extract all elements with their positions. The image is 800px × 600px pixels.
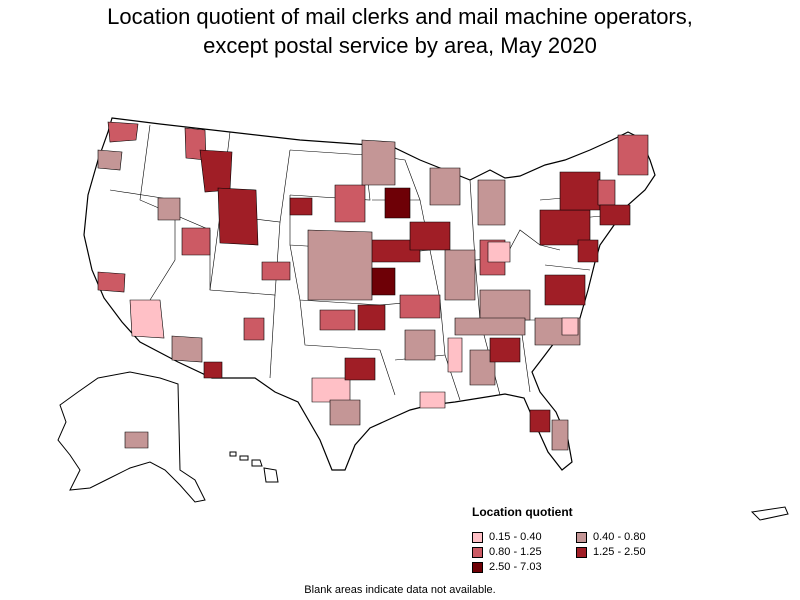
legend-swatch-2 xyxy=(472,546,483,558)
area-colorado xyxy=(261,261,291,281)
legend-label-2: 0.80 - 1.25 xyxy=(489,546,542,558)
legend-item-1: 0.40 - 0.80 xyxy=(576,530,646,544)
area-mississippi xyxy=(447,337,463,373)
area-arizona-south xyxy=(171,335,203,363)
legend-label-0: 0.15 - 0.40 xyxy=(489,531,542,543)
legend-swatch-3 xyxy=(576,546,587,558)
legend-title: Location quotient xyxy=(472,505,573,519)
area-texas-east xyxy=(344,357,376,381)
area-ohio xyxy=(487,241,511,263)
legend-item-0: 0.15 - 0.40 xyxy=(472,530,542,544)
legend-swatch-4 xyxy=(472,561,483,573)
alaska-area-shaded xyxy=(124,431,149,449)
area-new-york-north xyxy=(597,179,616,206)
area-oklahoma xyxy=(357,304,386,331)
shaded-areas xyxy=(97,121,649,451)
area-missouri xyxy=(399,294,441,319)
area-california-south xyxy=(129,299,165,339)
area-texas-central xyxy=(311,377,351,403)
area-california-central xyxy=(97,271,126,293)
title-line-1: Location quotient of mail clerks and mai… xyxy=(107,4,693,29)
area-wyoming-southwest xyxy=(217,187,259,246)
area-wyoming-east xyxy=(289,197,313,216)
legend-item-4: 2.50 - 7.03 xyxy=(472,560,542,574)
area-tennessee xyxy=(454,317,526,336)
area-kentucky xyxy=(479,289,531,321)
legend-label-1: 0.40 - 0.80 xyxy=(593,531,646,543)
legend-swatch-0 xyxy=(472,531,483,543)
area-oklahoma-west xyxy=(319,309,356,331)
area-arkansas xyxy=(404,329,436,361)
legend-swatch-1 xyxy=(576,531,587,543)
title-line-2: except postal service by area, May 2020 xyxy=(203,33,597,58)
area-alabama xyxy=(469,349,496,386)
footnote: Blank areas indicate data not available. xyxy=(304,584,496,596)
area-kansas xyxy=(307,229,373,301)
area-minnesota-north xyxy=(361,139,396,186)
area-virginia xyxy=(544,274,586,306)
area-washington xyxy=(107,121,139,143)
area-arizona-border xyxy=(203,361,223,379)
area-new-england xyxy=(617,134,649,176)
area-oregon xyxy=(97,149,123,171)
area-utah xyxy=(181,227,211,256)
area-mid-atlantic xyxy=(577,239,599,263)
area-florida-east xyxy=(551,419,569,451)
area-georgia xyxy=(489,337,521,363)
hawaii-islands xyxy=(229,451,279,483)
area-minnesota xyxy=(384,187,411,219)
area-new-york xyxy=(559,171,601,211)
area-florida xyxy=(529,409,551,433)
area-new-england-south xyxy=(599,204,631,226)
area-texas-south xyxy=(329,399,361,426)
area-louisiana xyxy=(419,391,446,409)
map-title: Location quotient of mail clerks and mai… xyxy=(0,2,800,60)
legend-item-3: 1.25 - 2.50 xyxy=(576,545,646,559)
area-new-mexico xyxy=(243,317,265,341)
area-wisconsin xyxy=(429,167,461,206)
legend-item-2: 0.80 - 1.25 xyxy=(472,545,542,559)
area-michigan xyxy=(477,179,506,226)
area-idaho xyxy=(157,197,181,221)
area-kansas-east xyxy=(371,267,396,296)
area-carolina-coast xyxy=(561,317,579,336)
area-montana-central xyxy=(199,149,233,193)
puerto-rico xyxy=(750,506,789,521)
area-south-dakota xyxy=(334,184,366,223)
area-iowa xyxy=(409,221,451,251)
legend-label-4: 2.50 - 7.03 xyxy=(489,561,542,573)
legend-label-3: 1.25 - 2.50 xyxy=(593,546,646,558)
area-illinois xyxy=(444,249,476,301)
